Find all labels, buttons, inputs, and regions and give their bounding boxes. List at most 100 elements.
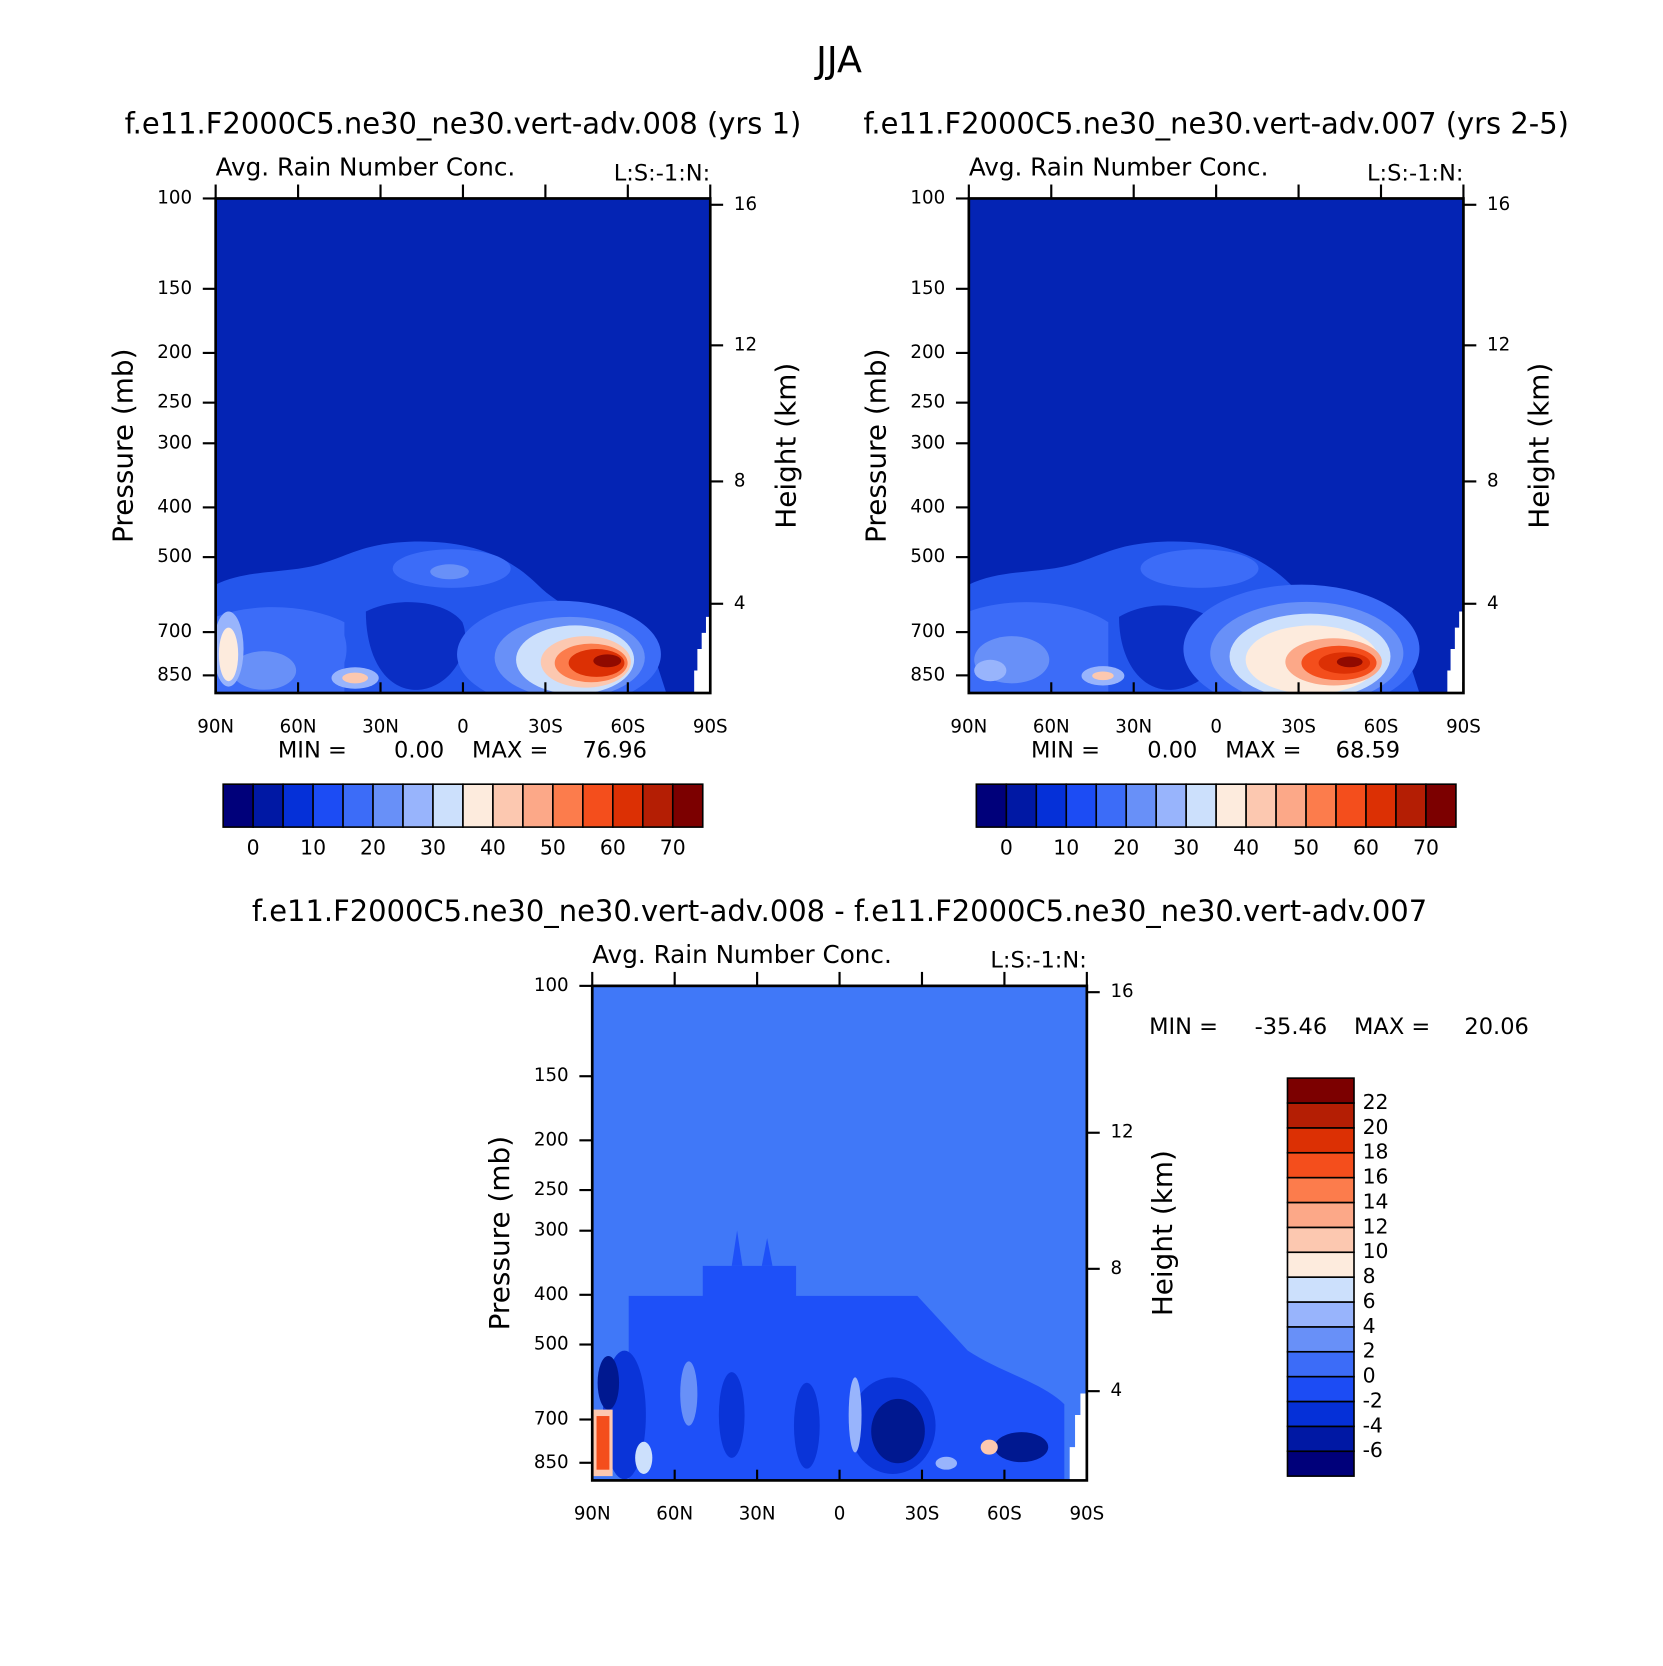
y-tick-label: 200 <box>534 1129 569 1150</box>
stat-name: MAX = <box>1225 737 1301 763</box>
x-tick-label: 90N <box>950 716 987 737</box>
colorbar-box <box>462 783 494 828</box>
colorbar-box <box>582 783 614 828</box>
stat-value: 68.59 <box>1336 737 1400 763</box>
colorbar-label: 10 <box>1053 836 1079 860</box>
colorbar-label: 0 <box>1363 1364 1376 1388</box>
x-tick-label: 60N <box>1033 716 1070 737</box>
colorbar-label: -6 <box>1363 1438 1383 1462</box>
y2-axis-label: Height (km) <box>1146 1150 1179 1316</box>
y2-tick-label: 4 <box>734 593 746 614</box>
y2-axis-label: Height (km) <box>770 363 803 529</box>
x-tick-label: 30N <box>739 1504 776 1525</box>
colorbar-label: 40 <box>1233 836 1259 860</box>
y-axis-label: Pressure (mb) <box>483 1136 516 1330</box>
colorbar-label: 70 <box>1413 836 1439 860</box>
colorbar-box <box>1286 1176 1355 1204</box>
y-tick-label: 700 <box>157 621 192 642</box>
y2-tick-label: 4 <box>1110 1380 1122 1401</box>
colorbar-label: 50 <box>1293 836 1319 860</box>
stat-value: 0.00 <box>394 737 444 763</box>
colorbar-label: 22 <box>1363 1090 1389 1114</box>
colorbar-box <box>1286 1251 1355 1278</box>
y-tick-label: 850 <box>157 664 192 685</box>
stat-name: MAX = <box>1354 1014 1430 1040</box>
colorbar-label: 10 <box>1363 1239 1389 1263</box>
colorbar-box <box>1286 1127 1355 1154</box>
colorbar-box <box>1275 783 1307 828</box>
colorbar-box <box>222 783 254 828</box>
colorbar-box <box>1286 1425 1355 1453</box>
x-tick-label: 0 <box>834 1504 846 1525</box>
y2-tick-label: 16 <box>1487 194 1510 215</box>
contour-field <box>968 198 1464 694</box>
stat-value: 0.00 <box>1147 737 1197 763</box>
y-tick-label: 500 <box>910 546 945 567</box>
x-tick-label: 60S <box>610 716 645 737</box>
colorbar-box <box>1095 783 1128 828</box>
colorbar-label: 30 <box>420 836 446 860</box>
colorbar-box <box>1286 1450 1355 1477</box>
colorbar-label: 50 <box>540 836 566 860</box>
colorbar-box <box>1335 783 1367 828</box>
subtitle: Avg. Rain Number Conc. <box>969 152 1269 181</box>
colorbar-box <box>1286 1077 1355 1104</box>
y-tick-label: 150 <box>534 1065 569 1086</box>
stat-value: 76.96 <box>582 737 646 763</box>
x-tick-label: 30S <box>1281 716 1316 737</box>
colorbar-box <box>641 783 674 828</box>
corner-label: L:S:-1:N: <box>990 948 1086 974</box>
colorbar-label: 12 <box>1363 1214 1389 1238</box>
corner-label: L:S:-1:N: <box>1367 160 1463 186</box>
x-tick-label: 90S <box>693 716 728 737</box>
panel-title: f.e11.F2000C5.ne30_ne30.vert-adv.008 - f… <box>252 894 1427 928</box>
colorbar-box <box>1286 1350 1355 1378</box>
colorbar-label: 4 <box>1363 1314 1376 1338</box>
x-tick-label: 60N <box>280 716 317 737</box>
colorbar-box <box>1125 783 1157 828</box>
x-tick-label: 60N <box>656 1504 693 1525</box>
y2-tick-label: 8 <box>1110 1258 1122 1279</box>
colorbar-box <box>372 783 404 828</box>
colorbar-box <box>1286 1400 1355 1428</box>
colorbar-label: 20 <box>360 836 386 860</box>
y2-tick-label: 4 <box>1487 593 1499 614</box>
x-tick-label: 0 <box>1210 716 1222 737</box>
corner-label: L:S:-1:N: <box>614 160 710 186</box>
x-tick-label: 0 <box>457 716 469 737</box>
y2-tick-label: 12 <box>734 334 757 355</box>
y-tick-label: 700 <box>910 621 945 642</box>
colorbar-label: 2 <box>1363 1339 1376 1363</box>
x-tick-label: 90N <box>197 716 234 737</box>
subtitle: Avg. Rain Number Conc. <box>592 940 892 969</box>
y-tick-label: 250 <box>534 1179 569 1200</box>
y-tick-label: 250 <box>157 392 192 413</box>
colorbar-box <box>1286 1301 1355 1328</box>
colorbar-box <box>612 783 644 828</box>
colorbar-box <box>1245 783 1277 828</box>
panel-title: f.e11.F2000C5.ne30_ne30.vert-adv.008 (yr… <box>125 107 802 141</box>
stat-name: MAX = <box>472 737 548 763</box>
y-tick-label: 400 <box>910 496 945 517</box>
colorbar-label: 70 <box>660 836 686 860</box>
colorbar-box <box>1425 783 1457 828</box>
colorbar-label: 30 <box>1173 836 1199 860</box>
colorbar-box <box>1286 1226 1355 1254</box>
figure-title: JJA <box>814 39 862 82</box>
y2-tick-label: 16 <box>1110 981 1133 1002</box>
colorbar-box <box>342 783 374 828</box>
contour-field <box>592 985 1087 1481</box>
colorbar-box <box>282 783 314 828</box>
y-tick-label: 400 <box>157 496 192 517</box>
x-tick-label: 30N <box>362 716 399 737</box>
colorbar-box <box>312 783 344 828</box>
x-tick-label: 90S <box>1446 716 1481 737</box>
y-tick-label: 300 <box>157 432 192 453</box>
y-tick-label: 200 <box>910 342 945 363</box>
x-tick-label: 90N <box>574 1504 611 1525</box>
y-tick-label: 700 <box>534 1409 569 1430</box>
colorbar-box <box>1065 783 1098 828</box>
stat-value: -35.46 <box>1255 1014 1328 1040</box>
colorbar-box <box>402 783 434 828</box>
x-tick-label: 60S <box>987 1504 1022 1525</box>
